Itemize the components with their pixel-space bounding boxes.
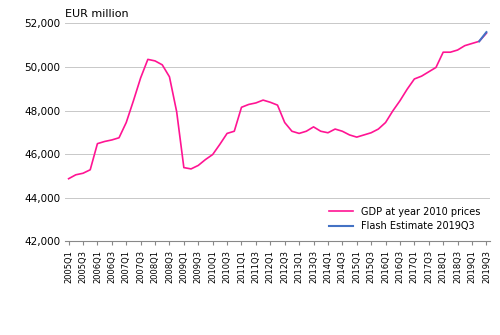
GDP at year 2010 prices: [484, 31, 490, 35]
Text: EUR million: EUR million: [65, 9, 128, 19]
Legend: GDP at year 2010 prices, Flash Estimate 2019Q3: GDP at year 2010 prices, Flash Estimate …: [324, 202, 485, 236]
Flash Estimate 2019Q3: [484, 30, 490, 34]
Flash Estimate 2019Q3: [476, 39, 482, 43]
GDP at year 2010 prices: [130, 99, 136, 103]
GDP at year 2010 prices: [174, 110, 180, 114]
Line: GDP at year 2010 prices: GDP at year 2010 prices: [68, 33, 486, 179]
GDP at year 2010 prices: [66, 177, 71, 181]
GDP at year 2010 prices: [109, 138, 115, 142]
GDP at year 2010 prices: [80, 171, 86, 175]
GDP at year 2010 prices: [282, 121, 288, 125]
Line: Flash Estimate 2019Q3: Flash Estimate 2019Q3: [479, 32, 486, 41]
GDP at year 2010 prices: [368, 131, 374, 135]
